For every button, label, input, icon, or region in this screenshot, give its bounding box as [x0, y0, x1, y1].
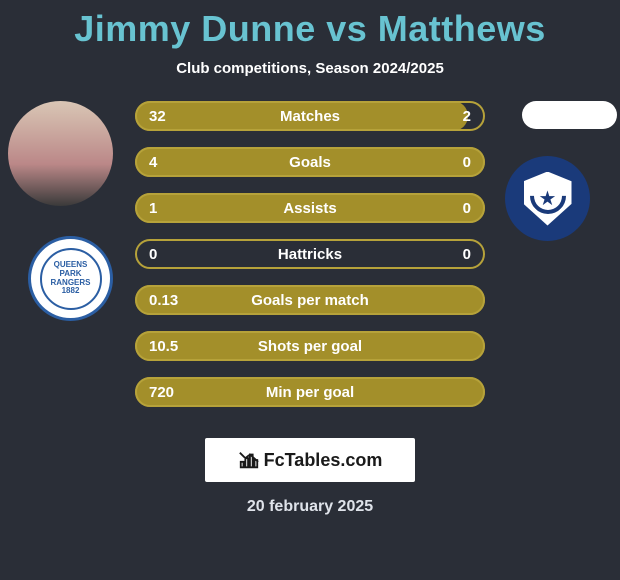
stat-bar: 10.5Shots per goal	[135, 331, 485, 361]
stat-bar: 720Min per goal	[135, 377, 485, 407]
stat-label: Goals per match	[135, 292, 485, 309]
stat-label: Goals	[135, 154, 485, 171]
footer-site-badge: FcTables.com	[205, 438, 415, 482]
player-left-avatar	[8, 101, 113, 206]
subtitle: Club competitions, Season 2024/2025	[0, 60, 620, 77]
club-crest-right: ★	[505, 156, 590, 241]
player-right-avatar	[522, 101, 617, 129]
footer-site-text: FcTables.com	[264, 450, 383, 471]
shield-icon: ★	[524, 172, 572, 226]
page-title: Jimmy Dunne vs Matthews	[0, 0, 620, 50]
stat-label: Hattricks	[135, 246, 485, 263]
stat-label: Shots per goal	[135, 338, 485, 355]
stat-label: Min per goal	[135, 384, 485, 401]
stat-bars: 32Matches24Goals01Assists00Hattricks00.1…	[135, 101, 485, 423]
stat-label: Matches	[135, 108, 485, 125]
stat-right-value: 2	[463, 108, 471, 125]
stat-bar: 1Assists0	[135, 193, 485, 223]
stat-bar: 4Goals0	[135, 147, 485, 177]
club-crest-left: QUEENS PARK RANGERS 1882	[28, 236, 113, 321]
stat-right-value: 0	[463, 246, 471, 263]
stat-bar: 0.13Goals per match	[135, 285, 485, 315]
star-icon: ★	[539, 186, 557, 211]
stat-right-value: 0	[463, 200, 471, 217]
stat-bar: 0Hattricks0	[135, 239, 485, 269]
stat-bar: 32Matches2	[135, 101, 485, 131]
club-crest-left-text: QUEENS PARK RANGERS 1882	[40, 248, 102, 310]
stat-label: Assists	[135, 200, 485, 217]
footer-date: 20 february 2025	[0, 498, 620, 516]
chart-icon	[238, 449, 260, 471]
stat-right-value: 0	[463, 154, 471, 171]
